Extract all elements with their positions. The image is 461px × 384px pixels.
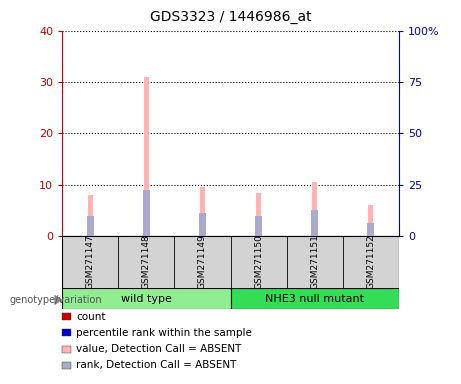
Bar xyxy=(311,210,318,236)
Bar xyxy=(88,195,93,236)
Bar xyxy=(144,77,148,236)
Bar xyxy=(367,223,374,236)
Text: GDS3323 / 1446986_at: GDS3323 / 1446986_at xyxy=(150,10,311,23)
Bar xyxy=(230,236,287,290)
Bar xyxy=(256,192,261,236)
Bar xyxy=(255,216,262,236)
Text: value, Detection Call = ABSENT: value, Detection Call = ABSENT xyxy=(76,344,242,354)
Text: percentile rank within the sample: percentile rank within the sample xyxy=(76,328,252,338)
Text: NHE3 null mutant: NHE3 null mutant xyxy=(265,293,364,304)
Text: GSM271151: GSM271151 xyxy=(310,235,319,290)
Bar xyxy=(87,216,94,236)
Bar xyxy=(174,236,230,290)
Text: rank, Detection Call = ABSENT: rank, Detection Call = ABSENT xyxy=(76,360,236,370)
Bar xyxy=(343,236,399,290)
Bar xyxy=(230,288,399,309)
Text: GSM271150: GSM271150 xyxy=(254,235,263,290)
Bar xyxy=(287,236,343,290)
Bar xyxy=(62,288,230,309)
Text: wild type: wild type xyxy=(121,293,172,304)
Text: GSM271152: GSM271152 xyxy=(366,235,375,289)
Bar xyxy=(118,236,174,290)
Polygon shape xyxy=(54,295,63,305)
Bar xyxy=(313,182,317,236)
Text: GSM271148: GSM271148 xyxy=(142,235,151,289)
Bar xyxy=(62,236,118,290)
Text: GSM271147: GSM271147 xyxy=(86,235,95,289)
Text: genotype/variation: genotype/variation xyxy=(9,295,102,305)
Text: count: count xyxy=(76,312,106,322)
Bar xyxy=(368,205,373,236)
Bar xyxy=(143,190,150,236)
Text: GSM271149: GSM271149 xyxy=(198,235,207,289)
Bar xyxy=(199,213,206,236)
Bar xyxy=(200,187,205,236)
